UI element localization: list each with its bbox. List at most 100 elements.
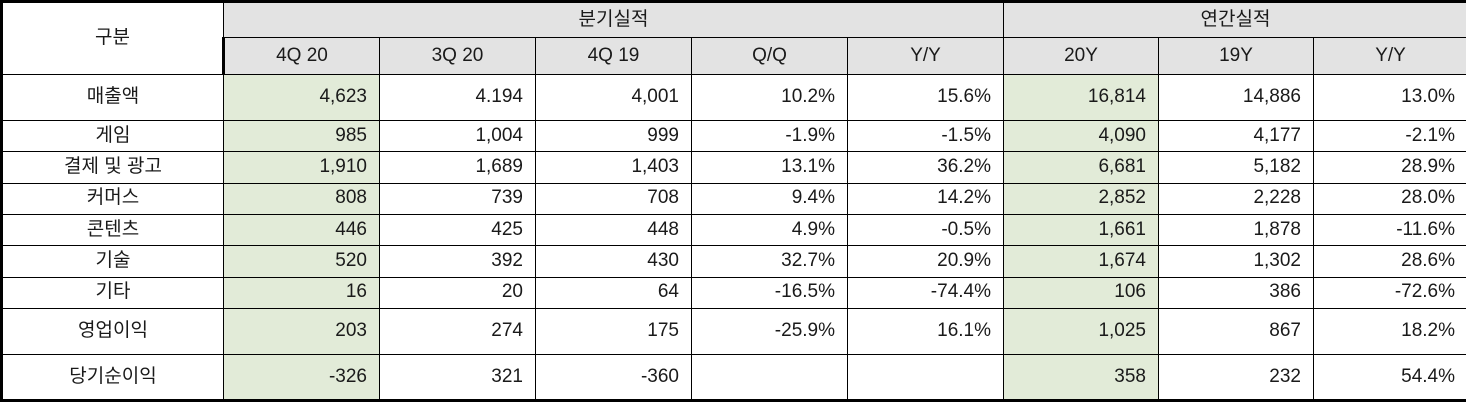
cell-4q19: 448 [535, 213, 692, 247]
cell-yoy-annual: 18.2% [1312, 308, 1466, 355]
cell-4q20: 1,910 [223, 151, 380, 184]
table-row: 영업이익 203 274 175 -25.9% 16.1% 1,025 867 … [0, 308, 1466, 355]
cell-20y: 358 [1003, 354, 1159, 402]
table-row: 기술 520 392 430 32.7% 20.9% 1,674 1,302 2… [0, 245, 1466, 278]
cell-3q20: 739 [379, 182, 536, 216]
cell-yoy-quarterly: 36.2% [847, 151, 1004, 184]
cell-4q19: 175 [535, 308, 692, 355]
cell-20y: 1,674 [1003, 245, 1159, 278]
cell-20y: 2,852 [1003, 182, 1159, 216]
cell-yoy-annual: 28.9% [1312, 151, 1466, 184]
table-body: 매출액 4,623 4.194 4,001 10.2% 15.6% 16,814… [0, 74, 1466, 402]
cell-4q19: 708 [535, 182, 692, 216]
cell-4q20: -326 [223, 354, 380, 402]
cell-20y: 1,661 [1003, 213, 1159, 247]
cell-19y: 4,177 [1158, 119, 1314, 153]
cell-19y: 232 [1158, 354, 1314, 402]
header-group-quarterly: 분기실적 [223, 0, 1004, 38]
header-group-row: 구분 분기실적 연간실적 [0, 0, 1466, 75]
table-row: 게임 985 1,004 999 -1.9% -1.5% 4,090 4,177… [0, 119, 1466, 153]
cell-4q20: 4,623 [223, 74, 380, 121]
cell-19y: 867 [1158, 308, 1314, 355]
cell-4q20: 16 [223, 276, 380, 310]
row-label: 매출액 [0, 74, 224, 121]
cell-yoy-annual: -11.6% [1312, 213, 1466, 247]
table-row: 콘텐츠 446 425 448 4.9% -0.5% 1,661 1,878 -… [0, 213, 1466, 247]
cell-qoq: 9.4% [691, 182, 848, 216]
cell-yoy-annual: 28.6% [1312, 245, 1466, 278]
table-header: 구분 분기실적 연간실적 4Q 20 3Q 20 4Q 19 Q/Q Y/Y 2… [0, 0, 1466, 75]
header-column-row: 4Q 20 3Q 20 4Q 19 Q/Q Y/Y 20Y 19Y Y/Y [2, 37, 1466, 75]
cell-19y: 1,878 [1158, 213, 1314, 247]
cell-4q20: 520 [223, 245, 380, 278]
header-col-yoy-annual: Y/Y [1312, 37, 1466, 75]
cell-4q19: 64 [535, 276, 692, 310]
table-row: 결제 및 광고 1,910 1,689 1,403 13.1% 36.2% 6,… [0, 151, 1466, 184]
cell-yoy-annual: -2.1% [1312, 119, 1466, 153]
cell-3q20: 392 [379, 245, 536, 278]
cell-yoy-quarterly: 16.1% [847, 308, 1004, 355]
cell-4q19: 999 [535, 119, 692, 153]
row-label: 게임 [0, 119, 224, 153]
cell-4q19: -360 [535, 354, 692, 402]
cell-3q20: 1,004 [379, 119, 536, 153]
cell-19y: 1,302 [1158, 245, 1314, 278]
row-label: 커머스 [0, 182, 224, 216]
cell-qoq: 10.2% [691, 74, 848, 121]
cell-3q20: 20 [379, 276, 536, 310]
cell-qoq: -25.9% [691, 308, 848, 355]
cell-19y: 14,886 [1158, 74, 1314, 121]
cell-4q20: 985 [223, 119, 380, 153]
table-row: 매출액 4,623 4.194 4,001 10.2% 15.6% 16,814… [0, 74, 1466, 121]
cell-20y: 6,681 [1003, 151, 1159, 184]
cell-4q20: 446 [223, 213, 380, 247]
cell-20y: 1,025 [1003, 308, 1159, 355]
cell-qoq: 32.7% [691, 245, 848, 278]
row-label: 기술 [0, 245, 224, 278]
cell-3q20: 321 [379, 354, 536, 402]
cell-4q20: 808 [223, 182, 380, 216]
header-row-label: 구분 [0, 0, 224, 75]
cell-4q19: 430 [535, 245, 692, 278]
cell-20y: 4,090 [1003, 119, 1159, 153]
cell-20y: 106 [1003, 276, 1159, 310]
cell-qoq: -16.5% [691, 276, 848, 310]
cell-4q20: 203 [223, 308, 380, 355]
cell-19y: 5,182 [1158, 151, 1314, 184]
table-row: 기타 16 20 64 -16.5% -74.4% 106 386 -72.6% [0, 276, 1466, 310]
cell-19y: 2,228 [1158, 182, 1314, 216]
cell-yoy-annual: -72.6% [1312, 276, 1466, 310]
cell-4q19: 4,001 [535, 74, 692, 121]
header-col-4q19: 4Q 19 [535, 37, 692, 75]
cell-yoy-quarterly: -74.4% [847, 276, 1004, 310]
cell-3q20: 4.194 [379, 74, 536, 121]
header-col-3q20: 3Q 20 [379, 37, 536, 75]
header-col-4q20: 4Q 20 [222, 37, 380, 75]
cell-qoq [691, 354, 848, 402]
header-group-annual: 연간실적 [1002, 0, 1466, 38]
cell-qoq: 4.9% [691, 213, 848, 247]
cell-yoy-annual: 54.4% [1312, 354, 1466, 402]
cell-yoy-quarterly: -1.5% [847, 119, 1004, 153]
cell-3q20: 425 [379, 213, 536, 247]
cell-20y: 16,814 [1003, 74, 1159, 121]
cell-yoy-annual: 13.0% [1312, 74, 1466, 121]
row-label: 콘텐츠 [0, 213, 224, 247]
cell-yoy-quarterly: 14.2% [847, 182, 1004, 216]
cell-yoy-quarterly: 20.9% [847, 245, 1004, 278]
cell-3q20: 1,689 [379, 151, 536, 184]
header-col-20y: 20Y [1003, 37, 1159, 75]
header-col-yoy-quarterly: Y/Y [847, 37, 1004, 75]
header-col-qoq: Q/Q [691, 37, 848, 75]
cell-yoy-quarterly: -0.5% [847, 213, 1004, 247]
row-label: 기타 [0, 276, 224, 310]
cell-yoy-quarterly: 15.6% [847, 74, 1004, 121]
cell-3q20: 274 [379, 308, 536, 355]
cell-19y: 386 [1158, 276, 1314, 310]
table-row: 당기순이익 -326 321 -360 358 232 54.4% [0, 354, 1466, 402]
cell-yoy-quarterly [847, 354, 1004, 402]
cell-qoq: 13.1% [691, 151, 848, 184]
row-label: 결제 및 광고 [0, 151, 224, 184]
header-col-19y: 19Y [1158, 37, 1314, 75]
